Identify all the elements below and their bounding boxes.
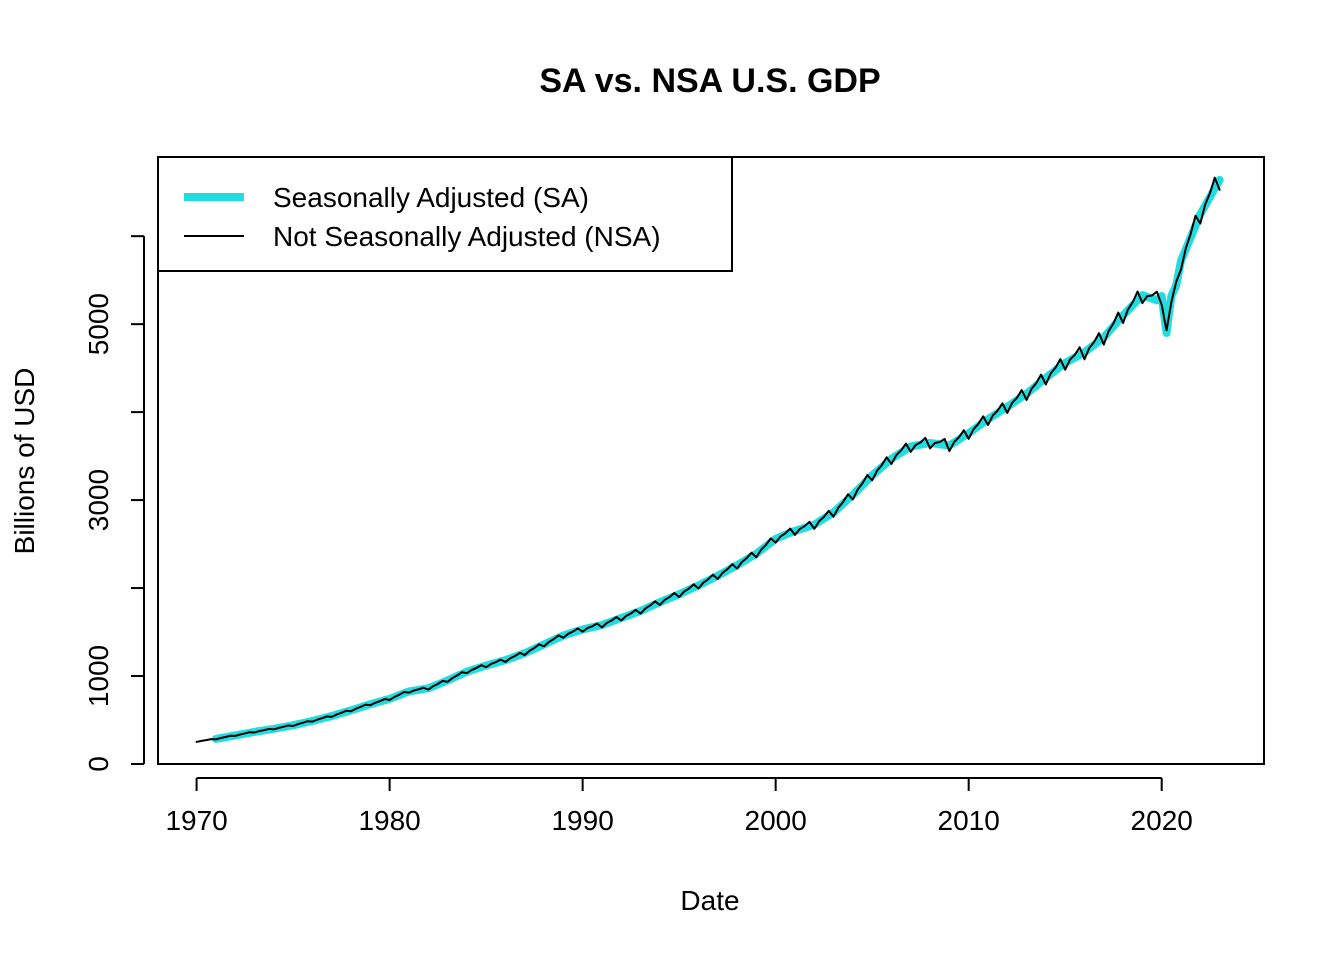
y-tick-label: 0	[83, 756, 114, 772]
legend: Seasonally Adjusted (SA) Not Seasonally …	[157, 156, 733, 272]
x-tick-label: 2000	[745, 805, 807, 836]
x-tick-label: 2020	[1131, 805, 1193, 836]
x-tick-label: 1980	[358, 805, 420, 836]
chart-title: SA vs. NSA U.S. GDP	[539, 62, 880, 100]
x-tick-label: 1970	[165, 805, 227, 836]
legend-box	[157, 156, 733, 272]
legend-label-nsa: Not Seasonally Adjusted (NSA)	[273, 221, 661, 252]
legend-label-sa: Seasonally Adjusted (SA)	[273, 182, 589, 213]
x-axis-label: Date	[680, 885, 739, 916]
series-line-nsa	[195, 176, 1221, 743]
y-axis: 0 1000 3000 5000	[83, 235, 145, 772]
x-tick-label: 2010	[938, 805, 1000, 836]
y-tick-label: 5000	[83, 293, 114, 355]
y-tick-label: 3000	[83, 469, 114, 531]
x-axis: 1970 1980 1990 2000 2010 2020	[165, 777, 1193, 836]
series-layer	[195, 175, 1224, 743]
y-tick-label: 1000	[83, 645, 114, 707]
x-tick-label: 1990	[551, 805, 613, 836]
y-axis-label: Billions of USD	[9, 368, 40, 555]
